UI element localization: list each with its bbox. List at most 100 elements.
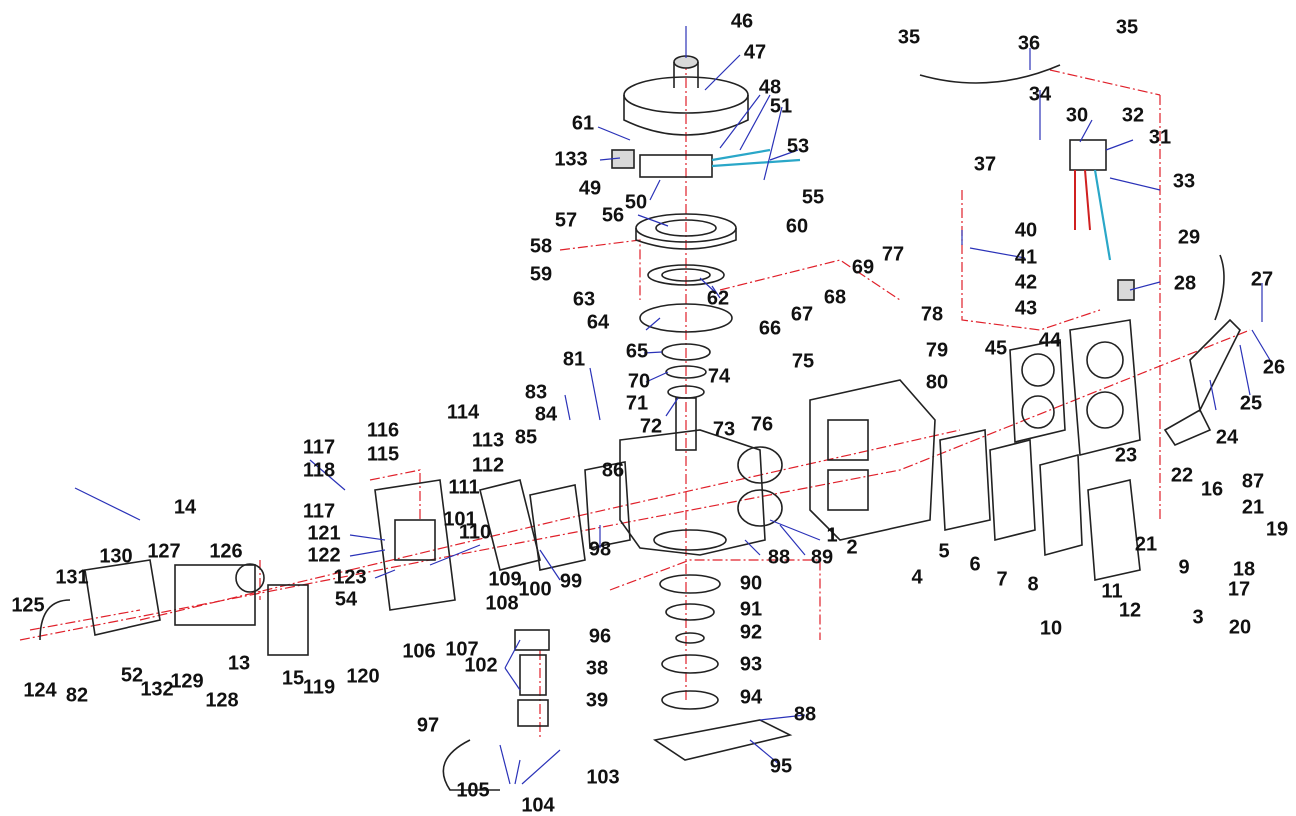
part-label: 16	[1201, 478, 1223, 500]
part-label: 103	[586, 766, 619, 788]
part-label: 65	[626, 340, 648, 362]
part-label: 72	[640, 415, 662, 437]
part-label: 51	[770, 95, 792, 117]
part-label: 121	[307, 522, 340, 544]
part-label: 123	[333, 566, 366, 588]
part-label: 8	[1027, 573, 1038, 595]
wiring-harness	[919, 64, 1112, 261]
stator-plate	[635, 213, 737, 250]
part-label: 48	[759, 76, 781, 98]
part-label: 114	[447, 401, 480, 423]
part-label: 87	[1242, 470, 1264, 492]
part-label: 25	[1240, 392, 1262, 414]
part-label: 6	[969, 553, 980, 575]
part-label: 47	[744, 41, 766, 63]
part-label: 93	[740, 653, 762, 675]
part-label: 57	[555, 209, 577, 231]
part-label: 23	[1115, 444, 1137, 466]
crankcase	[619, 429, 783, 556]
part-label: 127	[147, 540, 180, 562]
part-label: 60	[786, 215, 808, 237]
part-label: 49	[579, 177, 601, 199]
part-label: 107	[445, 638, 478, 660]
reed-valve-housing	[374, 479, 456, 611]
part-label: 106	[402, 640, 435, 662]
seal-stack	[639, 264, 733, 451]
part-label: 76	[751, 413, 773, 435]
part-label: 84	[535, 403, 558, 425]
part-label: 96	[589, 625, 611, 647]
part-label: 61	[572, 112, 594, 134]
part-label: 86	[602, 459, 624, 481]
part-label: 129	[170, 670, 203, 692]
ignition-coil-pair	[1163, 254, 1241, 446]
part-label: 43	[1015, 297, 1037, 319]
ignition-coil-unit	[611, 148, 801, 178]
lower-seals	[652, 574, 793, 761]
part-label: 11	[1101, 580, 1122, 602]
part-label: 132	[140, 678, 173, 700]
part-label: 58	[530, 235, 552, 257]
part-label: 3	[1192, 606, 1203, 628]
part-label: 34	[1029, 83, 1052, 105]
part-label: 88	[794, 703, 816, 725]
part-label: 69	[852, 256, 874, 278]
part-label: 108	[485, 592, 518, 614]
part-label: 131	[55, 566, 88, 588]
part-label: 56	[602, 204, 624, 226]
part-label: 20	[1229, 616, 1251, 638]
part-label: 109	[488, 568, 521, 590]
part-label: 12	[1119, 599, 1141, 621]
part-label: 35	[1116, 16, 1138, 38]
part-label: 105	[456, 779, 489, 801]
part-label: 128	[205, 689, 238, 711]
part-label: 119	[303, 676, 335, 698]
part-label: 38	[586, 657, 608, 679]
part-label: 40	[1015, 219, 1037, 241]
part-label: 71	[626, 392, 648, 414]
part-label: 113	[472, 429, 504, 451]
part-label: 70	[628, 370, 650, 392]
part-label: 122	[307, 544, 340, 566]
silencer-cover	[39, 559, 161, 641]
head-gasket	[1009, 339, 1066, 444]
cylinder-block	[809, 379, 936, 541]
fuel-filter	[442, 629, 550, 791]
part-label: 78	[921, 303, 943, 325]
part-label: 85	[515, 426, 537, 448]
part-label: 90	[740, 572, 762, 594]
part-label: 27	[1251, 268, 1273, 290]
part-label: 39	[586, 689, 608, 711]
part-label: 19	[1266, 518, 1288, 540]
part-label: 9	[1178, 556, 1189, 578]
part-label: 24	[1216, 426, 1239, 448]
part-label: 63	[573, 288, 595, 310]
part-label: 15	[282, 667, 304, 689]
part-label: 68	[824, 286, 846, 308]
part-label: 67	[791, 303, 813, 325]
part-label: 117	[303, 500, 335, 522]
part-label: 104	[521, 794, 555, 816]
part-label: 79	[926, 339, 948, 361]
part-label: 94	[740, 686, 763, 708]
part-label: 4	[911, 566, 923, 588]
part-label: 126	[209, 540, 242, 562]
part-label: 118	[303, 459, 335, 481]
part-label: 120	[346, 665, 379, 687]
part-label: 54	[335, 588, 358, 610]
part-label: 77	[882, 243, 904, 265]
part-label: 14	[174, 496, 197, 518]
part-label: 46	[731, 10, 753, 32]
part-label: 28	[1174, 272, 1196, 294]
part-label: 59	[530, 263, 552, 285]
part-label: 110	[459, 521, 491, 543]
part-label: 83	[525, 381, 547, 403]
part-label: 117	[303, 436, 335, 458]
part-label: 30	[1066, 104, 1088, 126]
part-label: 95	[770, 755, 792, 777]
part-label: 102	[464, 654, 497, 676]
part-label: 74	[708, 365, 731, 387]
part-label: 53	[787, 135, 809, 157]
part-label: 66	[759, 317, 781, 339]
part-label: 115	[367, 443, 399, 465]
